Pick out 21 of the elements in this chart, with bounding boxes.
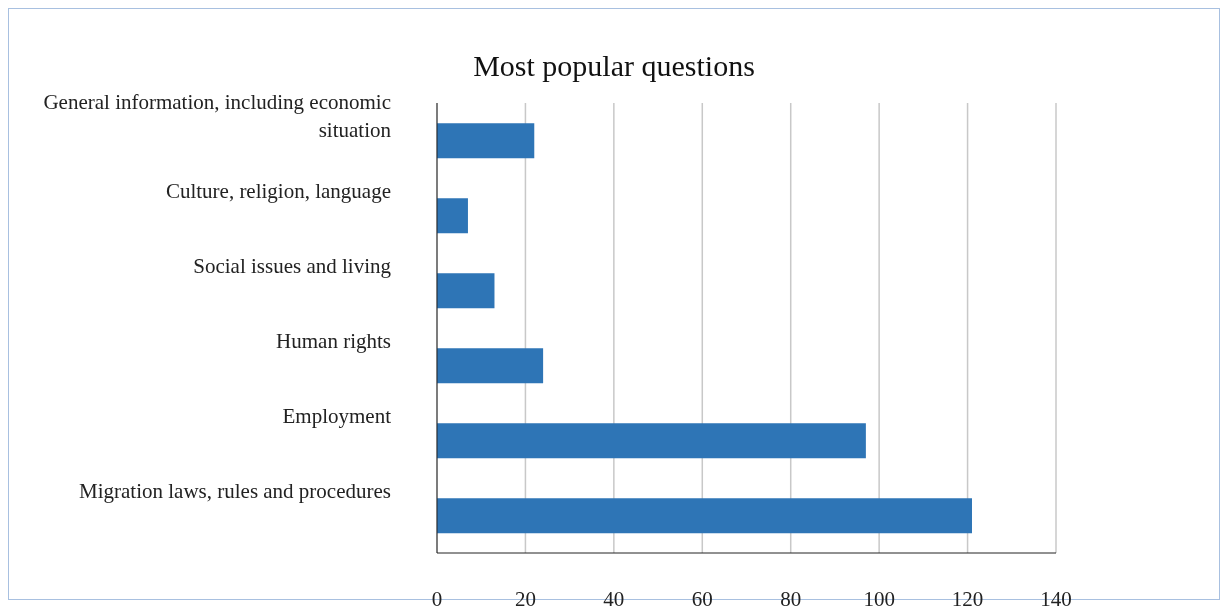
x-tick-label: 0 [431,586,443,611]
y-tick-label: Culture, religion, language [165,179,391,204]
x-tick-label: 20 [514,586,536,611]
bar [437,423,866,459]
x-tick-label: 140 [1040,586,1072,611]
x-tick-label: 100 [863,586,895,611]
y-tick-label: General information, including economic situation [43,90,392,143]
chart-title: Most popular questions [473,49,755,82]
x-tick-label: 120 [951,586,984,611]
x-tick-label: 40 [603,586,625,611]
bar [437,348,544,384]
bar [437,123,535,159]
y-tick-label: Human rights [276,329,391,354]
bar [437,198,468,234]
bar [437,273,495,309]
y-tick-label: Social issues and living [193,254,392,279]
y-tick-label: Employment [282,404,392,429]
x-tick-label: 60 [691,586,713,611]
bar [437,498,972,534]
x-tick-label: 80 [780,586,802,611]
y-tick-label: Migration laws, rules and procedures [79,479,391,504]
